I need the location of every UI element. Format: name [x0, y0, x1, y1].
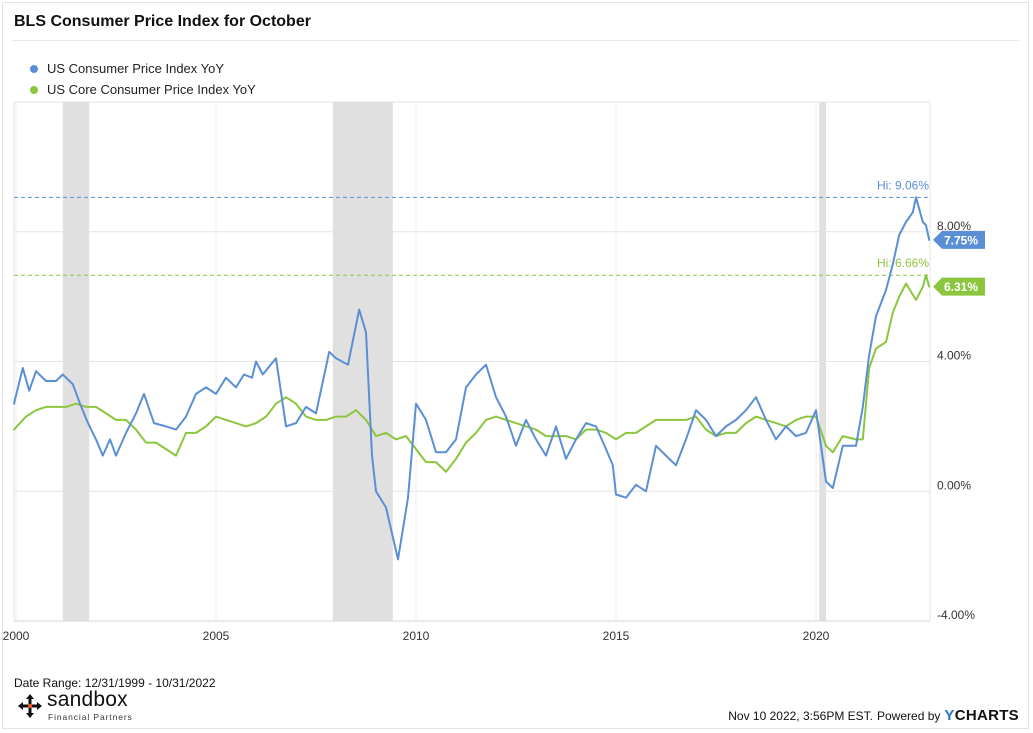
chart-title: BLS Consumer Price Index for October: [14, 13, 311, 30]
end-value-label: 7.75%: [944, 233, 978, 247]
y-tick-label: 4.00%: [937, 349, 971, 363]
y-tick-label: 8.00%: [937, 219, 971, 233]
end-value-flag: [933, 277, 985, 296]
legend-dot-core-cpi: [30, 85, 38, 94]
footer-attribution: Nov 10 2022, 3:56PM EST. Powered by YCHA…: [728, 707, 1019, 724]
title-divider: [12, 40, 1019, 41]
high-label: Hi: 6.66%: [877, 256, 929, 270]
series-line-core-cpi: [13, 274, 931, 473]
y-tick-label: -4.00%: [937, 608, 975, 622]
logo-wordmark: sandbox: [47, 688, 128, 711]
high-label: Hi: 9.06%: [877, 178, 929, 192]
legend-dot-cpi: [30, 64, 38, 73]
ycharts-logo-y: Y: [944, 707, 955, 724]
timestamp: Nov 10 2022, 3:56PM EST.: [728, 709, 873, 723]
y-tick-label: 0.00%: [937, 478, 971, 492]
x-tick-label: 2020: [803, 629, 830, 643]
ycharts-logo-rest: CHARTS: [954, 707, 1019, 724]
date-range: Date Range: 12/31/1999 - 10/31/2022: [14, 676, 216, 690]
series-line-cpi: [13, 196, 931, 561]
legend-item-core-cpi[interactable]: US Core Consumer Price Index YoY: [30, 79, 256, 100]
x-tick-label: 2015: [603, 629, 630, 643]
ycharts-logo[interactable]: YCHARTS: [944, 707, 1019, 724]
end-value-flag: [933, 230, 985, 249]
legend-item-cpi[interactable]: US Consumer Price Index YoY: [30, 58, 256, 79]
sandbox-logo: sandbox Financial Partners: [17, 688, 157, 724]
legend-label-core-cpi: US Core Consumer Price Index YoY: [47, 82, 256, 97]
sandbox-logo-mark-icon: [18, 694, 42, 718]
logo-subtitle: Financial Partners: [48, 712, 133, 722]
x-tick-label: 2005: [203, 629, 230, 643]
x-tick-label: 2000: [3, 629, 30, 643]
powered-by-label: Powered by: [877, 709, 941, 723]
x-tick-label: 2010: [403, 629, 430, 643]
legend-label-cpi: US Consumer Price Index YoY: [47, 61, 225, 76]
legend: US Consumer Price Index YoY US Core Cons…: [30, 58, 256, 100]
end-value-label: 6.31%: [944, 280, 978, 294]
